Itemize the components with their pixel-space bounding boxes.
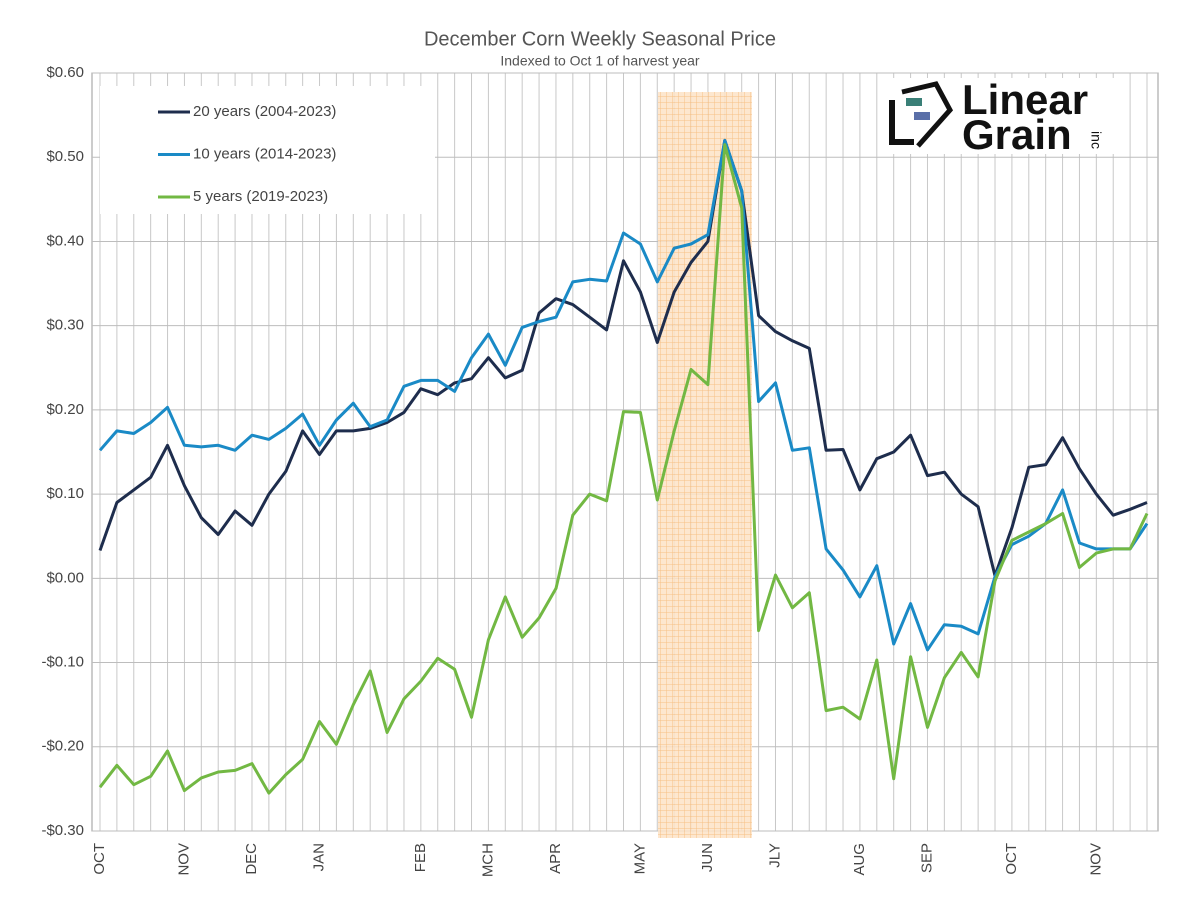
- y-tick-label: $0.60: [46, 64, 84, 81]
- y-tick-label: -$0.20: [41, 738, 84, 755]
- logo-stroke: [889, 100, 914, 145]
- y-tick-label: $0.10: [46, 485, 84, 502]
- x-tick-label: OCT: [91, 843, 108, 875]
- logo-block: [914, 112, 930, 120]
- x-tick-label: JAN: [311, 843, 328, 871]
- x-tick-label: MCH: [479, 843, 496, 877]
- x-tick-label: NOV: [1087, 843, 1104, 876]
- y-tick-label: $0.50: [46, 148, 84, 165]
- legend-label: 5 years (2019-2023): [193, 188, 328, 205]
- logo-stroke: [901, 81, 954, 148]
- y-tick-label: $0.40: [46, 232, 84, 249]
- highlight-band: [658, 92, 752, 838]
- y-tick-label: $0.00: [46, 569, 84, 586]
- y-tick-label: -$0.30: [41, 822, 84, 839]
- logo-text: Linear: [962, 76, 1088, 123]
- legend: 20 years (2004-2023) 10 years (2014-2023)…: [158, 103, 336, 205]
- series-line: [98, 138, 1149, 652]
- x-tick-label: FEB: [412, 843, 429, 872]
- series-line: [98, 138, 1148, 578]
- y-tick-label: $0.20: [46, 401, 84, 418]
- legend-label: 10 years (2014-2023): [193, 145, 336, 162]
- logo-block: [906, 98, 922, 106]
- x-tick-label: JUN: [699, 843, 716, 872]
- lines: [98, 138, 1149, 795]
- legend-label: 20 years (2004-2023): [193, 103, 336, 120]
- x-tick-label: MAY: [631, 843, 648, 874]
- chart-subtitle: Indexed to Oct 1 of harvest year: [500, 53, 700, 69]
- x-tick-label: NOV: [175, 843, 192, 876]
- x-tick-label: AUG: [851, 843, 868, 876]
- y-tick-label: -$0.10: [41, 654, 84, 671]
- logo-suffix: inc: [1088, 131, 1104, 149]
- logo-icon: [889, 81, 954, 148]
- x-tick-label: DEC: [243, 843, 260, 875]
- logo-text: Grain: [962, 111, 1072, 158]
- x-tick-label: APR: [547, 843, 564, 874]
- x-tick-label: OCT: [1003, 843, 1020, 875]
- x-tick-label: JLY: [766, 843, 783, 868]
- series-line: [98, 143, 1149, 795]
- x-tick-label: SEP: [918, 843, 935, 873]
- chart-title: December Corn Weekly Seasonal Price: [424, 28, 776, 50]
- y-tick-label: $0.30: [46, 317, 84, 334]
- legend-box: [100, 86, 435, 214]
